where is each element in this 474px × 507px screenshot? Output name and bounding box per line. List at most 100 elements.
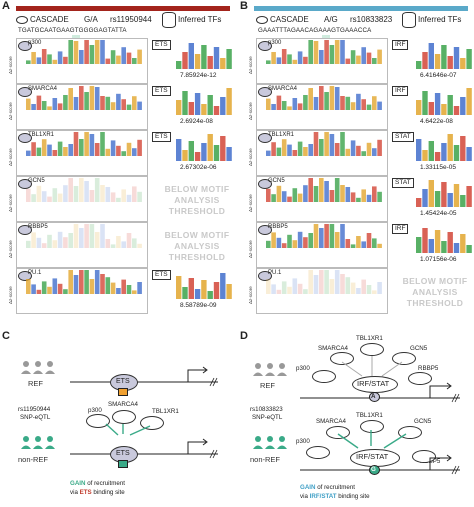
panel-b-db-icon (402, 12, 416, 28)
track-ylabel: Δz-score (248, 56, 253, 74)
panel-c-ref-tf-label: ETS (116, 378, 130, 385)
panel-c-gain-arrows (105, 423, 151, 436)
panel-c-gain-line: GAIN of recruitment (70, 480, 125, 487)
panel-d-via: via (300, 493, 310, 500)
cofactor-bubble (312, 370, 336, 383)
factor-label: PU.1 (268, 270, 282, 276)
sequence-logo (26, 40, 142, 64)
sequence-logo (266, 132, 382, 156)
factor-bubble (258, 133, 272, 143)
panel-a-allele: G/A (84, 15, 98, 24)
factor-bubble (258, 87, 272, 97)
panel-c-nonref: non-REF (18, 455, 49, 464)
factor-label: SMARCA4 (268, 86, 298, 92)
panel-d-alt-cof-1: TBL1XR1 (356, 412, 383, 419)
inferred-tf-tag: IRF (392, 224, 409, 234)
panel-c-via-line: via ETS binding site (70, 489, 125, 496)
motif-track (16, 222, 148, 268)
cofactor-bubble (326, 426, 350, 439)
inferred-motif-logo (416, 134, 472, 161)
panel-c-gain-word: GAIN (70, 480, 86, 487)
sequence-logo (26, 178, 142, 202)
panel-d-gain-word: GAIN (300, 484, 316, 491)
panel-b-assay: CASCADE (270, 15, 309, 24)
inferred-motif-logo (176, 134, 232, 161)
panel-a-color-bar (16, 6, 230, 11)
motif-pvalue: 2.67302e-06 (180, 164, 217, 171)
inferred-motif-logo (176, 43, 232, 69)
track-ylabel: Δz-score (248, 102, 253, 120)
track-ylabel: Δz-score (8, 148, 13, 166)
inferred-motif-logo (176, 88, 232, 115)
people-icon-gray (253, 363, 287, 376)
people-icon-gray (21, 361, 55, 374)
panel-d-gain-rest: of recruitment (315, 484, 356, 491)
panel-d-alt-cof-0: SMARCA4 (316, 418, 346, 425)
track-ylabel: Δz-score (248, 148, 253, 166)
track-ylabel: Δz-score (8, 286, 13, 304)
panel-d-alt-dna (300, 454, 460, 475)
factor-label: PU.1 (28, 270, 42, 276)
panel-b-label: B (240, 0, 248, 12)
factor-bubble (258, 225, 272, 235)
panel-c-snp-type: SNP-eQTL (20, 414, 51, 421)
panel-d-snp-type: SNP-eQTL (252, 414, 283, 421)
factor-bubble (258, 271, 272, 281)
panel-d-ref-cof-4: RBBP5 (418, 365, 439, 372)
panel-a-snp: rs11950944 (110, 15, 152, 24)
cofactor-bubble (360, 420, 384, 433)
sequence-logo (266, 178, 382, 202)
sequence-logo (266, 40, 382, 64)
panel-b-sequence: GAAATTTAGAACAGAAAGTGAAACCA (258, 27, 372, 34)
sequence-logo (266, 86, 382, 110)
sequence-logo (26, 132, 142, 156)
factor-label: GCN5 (28, 178, 45, 184)
panel-a-db-icon (162, 12, 176, 28)
people-icon-teal (253, 436, 287, 449)
panel-d-alt-arrows (337, 430, 407, 449)
track-ylabel: Δz-score (8, 56, 13, 74)
panel-c-via-rest: binding site (91, 489, 125, 496)
factor-label: TBL1XR1 (28, 132, 55, 138)
inferred-motif-logo (416, 43, 472, 69)
factor-label: RBBP5 (268, 224, 288, 230)
panel-b-color-bar (254, 6, 468, 11)
panel-d-ref-cof-0: SMARCA4 (318, 345, 348, 352)
inferred-tf-tag: ETS (152, 270, 171, 280)
motif-track (16, 176, 148, 222)
below-threshold-label: BELOW MOTIF ANALYSIS THRESHOLD (164, 184, 230, 216)
panel-c-label: C (2, 330, 10, 342)
cofactor-bubble (408, 372, 432, 385)
panel-d-ref: REF (260, 381, 275, 390)
panel-b-snp: rs10833823 (350, 15, 393, 24)
panel-d-ref-base-box (369, 392, 380, 402)
factor-bubble (18, 271, 32, 281)
panel-c-snp: rs11950944 (18, 406, 51, 413)
motif-pvalue: 6.41646e-07 (420, 72, 457, 79)
people-icon-teal (21, 436, 55, 449)
track-ylabel: Δz-score (248, 240, 253, 258)
factor-label: SMARCA4 (28, 86, 58, 92)
panel-d-alt-base-box (369, 465, 380, 475)
panel-d-via-tf: IRF/STAT (309, 493, 337, 500)
panel-c-ref-base-box (118, 388, 128, 396)
panel-d-gain-line: GAIN of recruitment (300, 484, 355, 491)
panel-d-ref-arrows (341, 356, 403, 377)
cofactor-smarca4-bubble (112, 410, 136, 424)
sequence-logo (26, 86, 142, 110)
cofactor-tbl1xr1-bubble (140, 416, 164, 430)
cofactor-bubble (330, 352, 354, 365)
inferred-motif-logo (416, 228, 472, 253)
inferred-tf-tag: ETS (152, 132, 171, 142)
inferred-motif-logo (416, 180, 472, 207)
factor-label: GCN5 (268, 178, 285, 184)
motif-pvalue: 8.58789e-09 (180, 302, 217, 309)
panel-b-inferred: Inferred TFs (418, 15, 462, 24)
panel-d-ref-base: A (371, 393, 376, 400)
track-ylabel: Δz-score (8, 240, 13, 258)
panel-d-via-line: via IRF/STAT binding site (300, 493, 370, 500)
cofactor-p300-bubble (86, 414, 110, 428)
panel-a-sequence: TGATGCAATGAAGTGGGGAGTATTA (18, 27, 127, 34)
panel-b-assay-icon (256, 16, 268, 24)
motif-pvalue: 4.6422e-08 (420, 118, 453, 125)
